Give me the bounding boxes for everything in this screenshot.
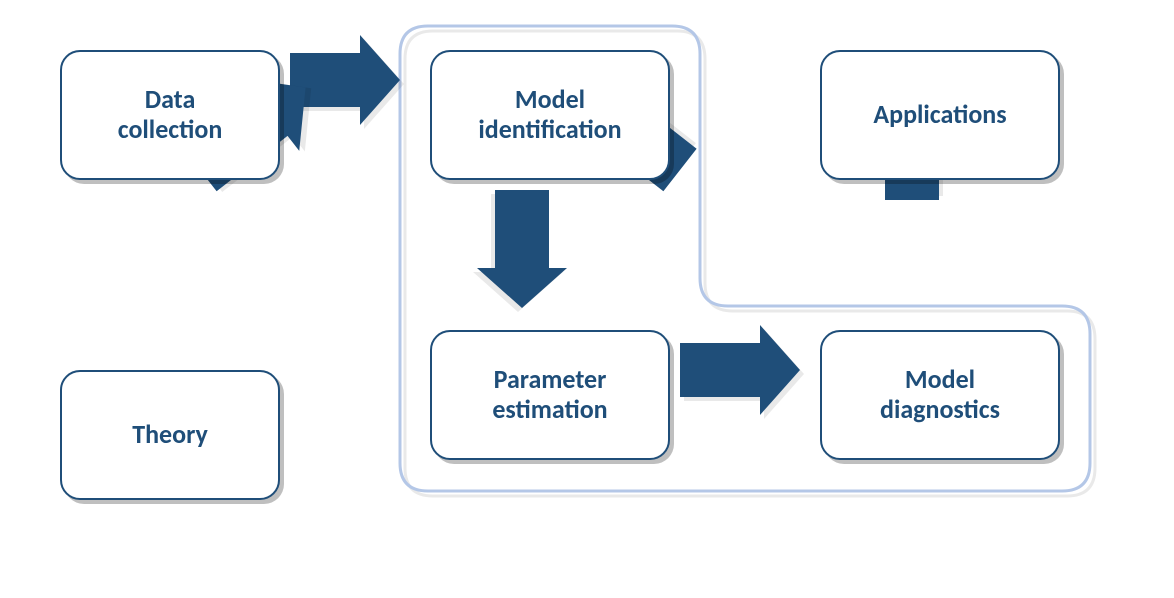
node-label: Model identification [478, 85, 621, 145]
node-label: Theory [132, 420, 208, 450]
node-model-diagnostics: Model diagnostics [820, 330, 1060, 460]
node-label: Parameter estimation [492, 365, 607, 425]
node-parameter-estimation: Parameter estimation [430, 330, 670, 460]
node-label: Data collection [118, 85, 223, 145]
node-applications: Applications [820, 50, 1060, 180]
node-data-collection: Data collection [60, 50, 280, 180]
node-model-identification: Model identification [430, 50, 670, 180]
node-theory: Theory [60, 370, 280, 500]
flowchart-root: Data collection Theory Model identificatio… [0, 0, 1174, 598]
node-label: Model diagnostics [880, 365, 1000, 425]
node-label: Applications [873, 100, 1006, 130]
